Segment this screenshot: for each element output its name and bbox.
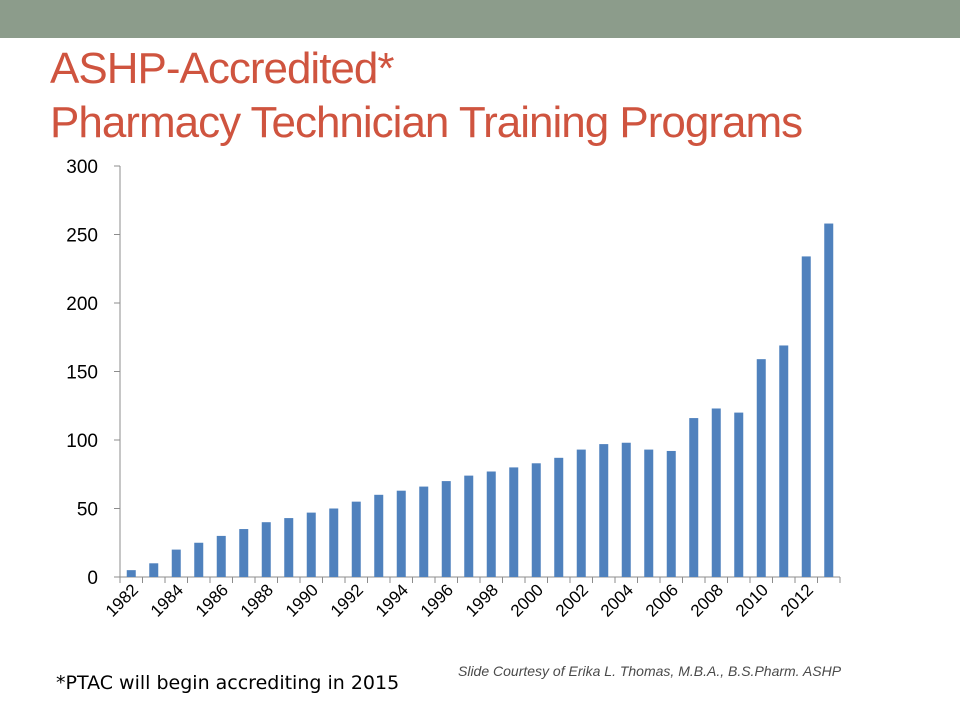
x-tick-label: 1992 bbox=[327, 580, 367, 620]
footnote: *PTAC will begin accrediting in 2015 bbox=[56, 672, 400, 694]
bar-1989 bbox=[284, 518, 294, 577]
bar-2000 bbox=[531, 463, 541, 577]
x-tick-label: 2004 bbox=[597, 580, 637, 620]
x-tick-label: 1998 bbox=[462, 580, 502, 620]
x-tick-label: 1986 bbox=[192, 580, 232, 620]
bar-1987 bbox=[239, 529, 249, 577]
header-band bbox=[0, 0, 960, 38]
bar-2007 bbox=[689, 418, 699, 577]
bar-2013 bbox=[824, 223, 834, 578]
slide-credit: Slide Courtesy of Erika L. Thomas, M.B.A… bbox=[458, 663, 842, 679]
bar-1992 bbox=[351, 501, 361, 577]
bar-2003 bbox=[599, 444, 609, 577]
bar-1993 bbox=[374, 494, 384, 577]
bar-1998 bbox=[486, 471, 496, 577]
x-tick-label: 1990 bbox=[282, 580, 322, 620]
bar-1983 bbox=[149, 563, 159, 577]
x-tick-label: 2000 bbox=[507, 580, 547, 620]
bar-2004 bbox=[621, 442, 631, 577]
y-tick-label: 150 bbox=[66, 363, 98, 384]
x-tick-label: 1982 bbox=[102, 580, 142, 620]
x-tick-label: 2010 bbox=[732, 580, 772, 620]
slide-title: ASHP-Accredited* Pharmacy Technician Tra… bbox=[50, 42, 803, 150]
bar-1991 bbox=[329, 508, 339, 577]
bar-2002 bbox=[576, 449, 586, 577]
bar-1984 bbox=[171, 549, 181, 577]
bar-2005 bbox=[644, 449, 654, 577]
title-line-1: ASHP-Accredited* bbox=[50, 44, 394, 93]
title-line-2: Pharmacy Technician Training Programs bbox=[50, 98, 803, 147]
bar-1996 bbox=[441, 481, 451, 577]
bar-1995 bbox=[419, 486, 429, 577]
x-tick-label: 1988 bbox=[237, 580, 277, 620]
bar-2001 bbox=[554, 457, 564, 577]
y-tick-label: 100 bbox=[66, 431, 98, 452]
y-tick-label: 300 bbox=[66, 157, 98, 178]
bar-1985 bbox=[194, 542, 204, 577]
x-tick-label: 2012 bbox=[777, 580, 817, 620]
x-tick-label: 2008 bbox=[687, 580, 727, 620]
x-tick-label: 2002 bbox=[552, 580, 592, 620]
bar-1994 bbox=[396, 490, 406, 577]
y-tick-label: 200 bbox=[66, 294, 98, 315]
bar-1982 bbox=[126, 570, 136, 577]
bar-1986 bbox=[216, 535, 226, 577]
bar-1997 bbox=[464, 475, 474, 577]
bar-2006 bbox=[666, 450, 676, 577]
y-tick-label: 0 bbox=[87, 568, 98, 589]
bar-1990 bbox=[306, 512, 316, 577]
bar-2011 bbox=[779, 345, 789, 577]
bar-2009 bbox=[734, 412, 744, 577]
bar-2008 bbox=[711, 408, 721, 577]
x-tick-label: 1996 bbox=[417, 580, 457, 620]
x-tick-label: 1994 bbox=[372, 580, 412, 620]
x-tick-label: 1984 bbox=[147, 580, 187, 620]
bar-1999 bbox=[509, 467, 519, 577]
bar-1988 bbox=[261, 522, 271, 577]
x-tick-label: 2006 bbox=[642, 580, 682, 620]
bar-2012 bbox=[801, 256, 811, 577]
y-tick-label: 50 bbox=[77, 500, 98, 521]
y-tick-label: 250 bbox=[66, 226, 98, 247]
bar-2010 bbox=[756, 359, 766, 577]
